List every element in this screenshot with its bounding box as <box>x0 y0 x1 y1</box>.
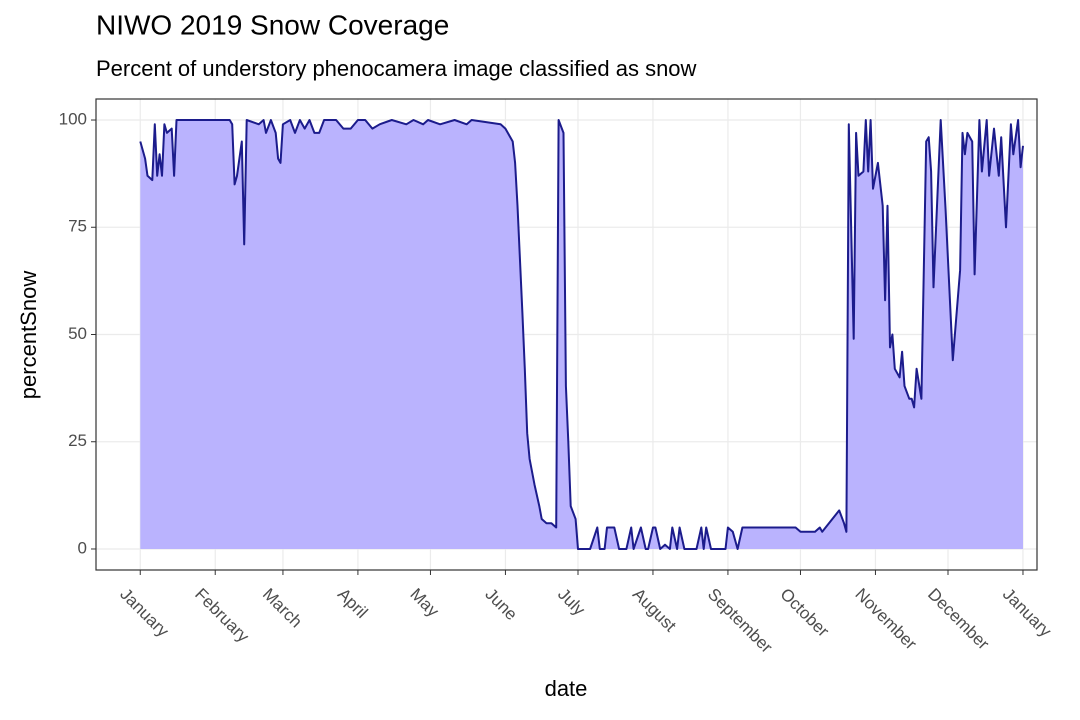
area <box>140 120 1024 549</box>
y-tick-label: 75 <box>68 217 87 236</box>
x-tick-label: March <box>259 585 306 632</box>
x-tick-label: January <box>999 585 1056 642</box>
y-tick-label: 50 <box>68 324 87 343</box>
y-tick-label: 0 <box>78 538 87 557</box>
x-tick-label: August <box>629 585 680 636</box>
y-axis-title: percentSnow <box>16 271 41 400</box>
x-tick-label: November <box>851 585 920 654</box>
x-tick-label: May <box>406 585 442 621</box>
x-tick-label: October <box>776 585 832 641</box>
y-tick-label: 100 <box>59 110 87 129</box>
y-tick-label: 25 <box>68 431 87 450</box>
x-tick-label: February <box>191 585 253 647</box>
x-axis-title: date <box>545 676 588 701</box>
x-tick-label: December <box>924 585 993 654</box>
line <box>139 119 1024 550</box>
x-tick-label: April <box>334 585 371 622</box>
x-tick-label: January <box>116 585 173 642</box>
chart-title: NIWO 2019 Snow Coverage <box>96 9 449 40</box>
x-tick-label: September <box>704 585 776 657</box>
x-tick-label: July <box>554 585 589 620</box>
x-tick-label: June <box>481 585 521 625</box>
plot-border <box>95 98 1038 571</box>
chart-subtitle: Percent of understory phenocamera image … <box>96 56 697 81</box>
